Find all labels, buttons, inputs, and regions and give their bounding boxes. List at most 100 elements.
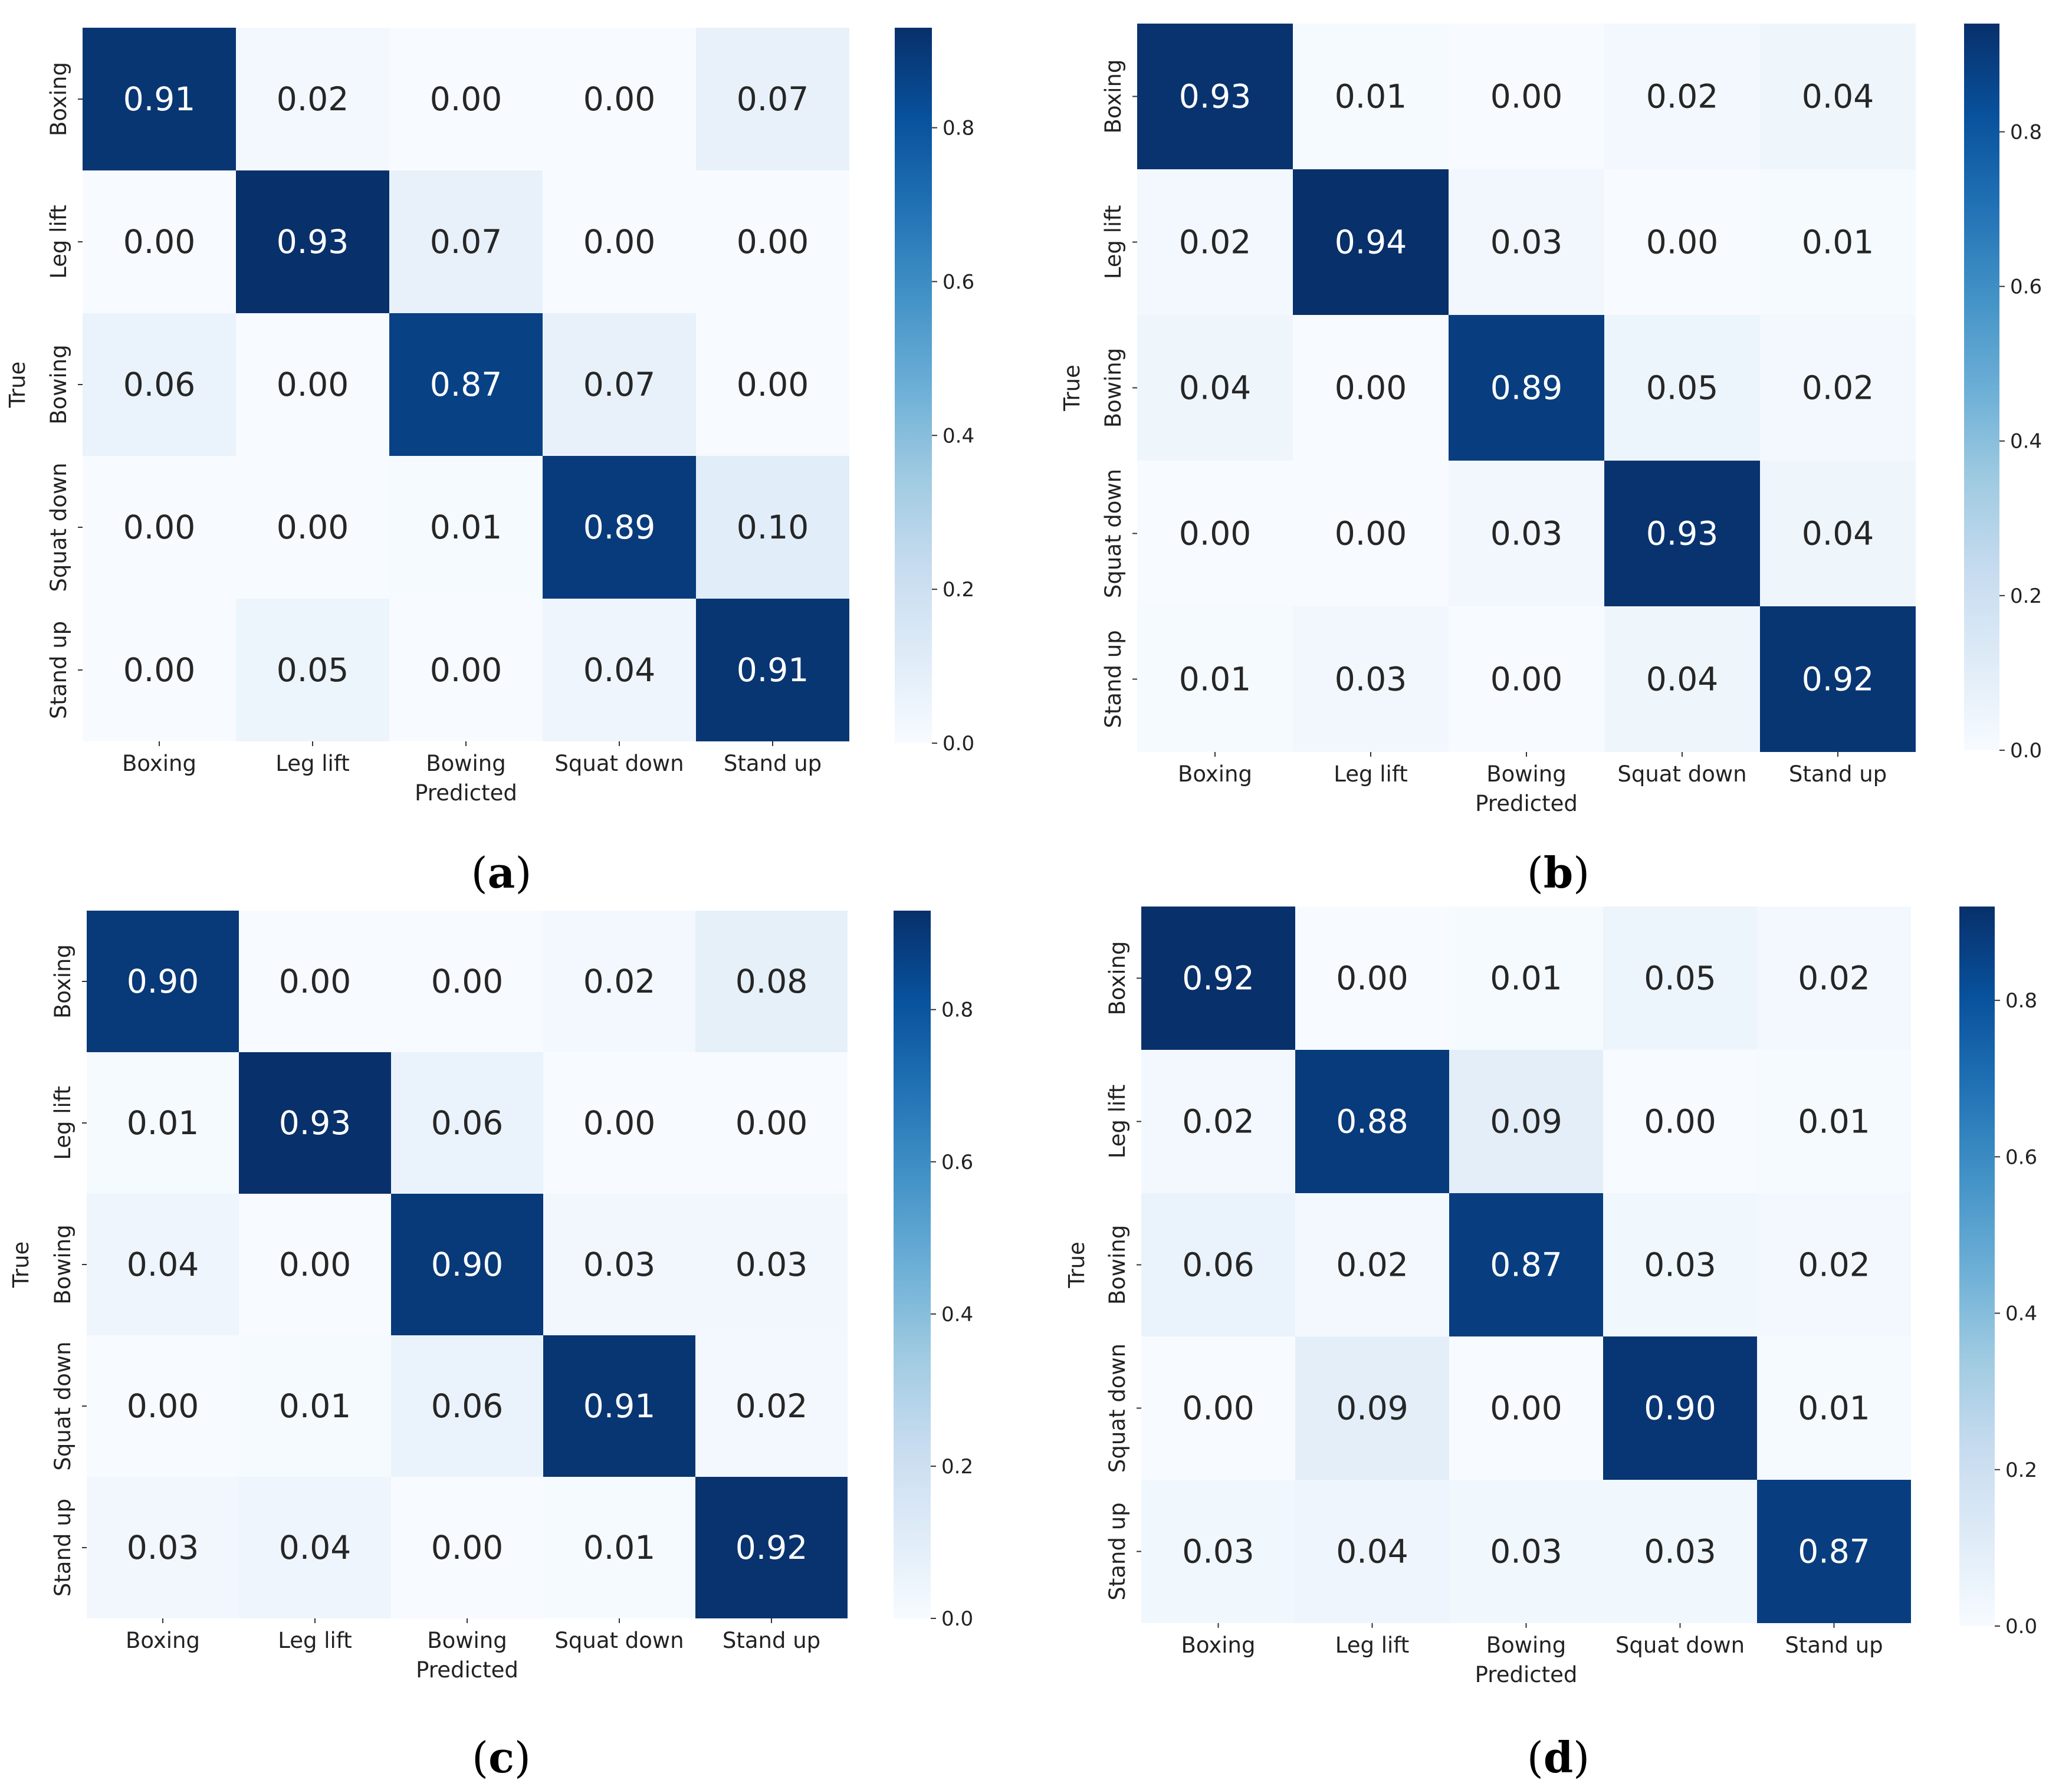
cell-value-label: 0.94: [1335, 224, 1407, 261]
heatmap-cell: [543, 313, 696, 456]
cell-value-label: 0.03: [1490, 515, 1562, 553]
heatmap-cell: [543, 599, 696, 741]
heatmap-cell: [236, 456, 389, 599]
cell-value-label: 0.91: [583, 1387, 655, 1425]
cell-value-label: 0.00: [431, 1529, 503, 1566]
heatmap-cell: [696, 313, 849, 456]
cell-value-label: 0.00: [277, 508, 349, 546]
heatmap-cell: [1603, 1336, 1757, 1480]
y-tick-label: Bowing: [46, 344, 71, 425]
heatmap-cell: [1293, 461, 1449, 606]
heatmap-cell: [1604, 461, 1760, 606]
x-axis-title: Predicted: [415, 780, 517, 806]
heatmap-cell: [87, 1477, 239, 1618]
x-tick-label: Leg lift: [275, 751, 349, 776]
cell-value-label: 0.00: [431, 963, 503, 1000]
heatmap-cell: [83, 456, 236, 599]
heatmap-cell: [1603, 907, 1757, 1050]
heatmap-cell: [543, 1194, 695, 1335]
x-tick-label: Stand up: [724, 751, 822, 776]
cell-value-label: 0.00: [277, 366, 349, 403]
cell-value-label: 0.02: [277, 80, 349, 118]
cell-value-label: 0.01: [430, 508, 502, 546]
heatmap-cell: [1293, 169, 1449, 315]
cell-value-label: 0.03: [1490, 224, 1562, 261]
heatmap-cell: [1449, 315, 1604, 461]
cell-value-label: 0.01: [1179, 661, 1251, 698]
colorbar-tick-label: 0.2: [2005, 1459, 2037, 1482]
heatmap-cell: [1141, 1193, 1295, 1336]
heatmap-cell: [1449, 1336, 1603, 1480]
heatmap-cell: [695, 911, 848, 1052]
heatmap-cell: [1295, 1336, 1449, 1480]
heatmap-cell: [239, 1335, 391, 1477]
colorbar-tick-label: 0.0: [943, 732, 974, 756]
heatmap-cell: [1141, 1050, 1295, 1193]
x-tick-label: Stand up: [1785, 1633, 1883, 1658]
heatmap-cell: [391, 1477, 543, 1618]
cell-value-label: 0.04: [1802, 78, 1874, 116]
heatmap-cell: [389, 599, 543, 741]
heatmap-cell: [1293, 606, 1449, 752]
colorbar-tick-label: 0.0: [2010, 739, 2042, 763]
x-tick-label: Bowing: [426, 751, 506, 776]
cell-value-label: 0.87: [1798, 1533, 1870, 1571]
heatmap-cell: [1760, 169, 1916, 315]
colorbar-tick-label: 0.6: [2010, 275, 2042, 299]
x-tick-label: Stand up: [1789, 761, 1887, 787]
cell-value-label: 0.01: [1798, 1390, 1870, 1427]
cell-value-label: 0.92: [1182, 960, 1254, 997]
cell-value-label: 0.01: [1798, 1103, 1870, 1141]
cell-value-label: 0.00: [123, 508, 195, 546]
cell-value-label: 0.01: [279, 1387, 351, 1425]
heatmap-cell: [236, 28, 389, 170]
cell-value-label: 0.07: [583, 366, 655, 403]
heatmap-cell: [543, 1052, 695, 1194]
cell-value-label: 0.90: [1644, 1390, 1716, 1427]
y-tick-label: Boxing: [1101, 60, 1126, 134]
colorbar-tick-label: 0.6: [943, 270, 974, 294]
y-axis-title: True: [8, 1242, 34, 1289]
cell-value-label: 0.03: [1182, 1533, 1254, 1571]
heatmap-cell: [1141, 1480, 1295, 1623]
cell-value-label: 0.02: [1646, 78, 1718, 116]
x-tick-label: Bowing: [427, 1628, 507, 1653]
cell-value-label: 0.00: [430, 80, 502, 118]
heatmap-cell: [695, 1335, 848, 1477]
heatmap-cell: [1141, 1336, 1295, 1480]
colorbar-tick-label: 0.2: [943, 578, 974, 602]
heatmap-cell: [391, 911, 543, 1052]
heatmap-cell: [1295, 1050, 1449, 1193]
x-tick-label: Squat down: [554, 1628, 684, 1653]
x-tick-label: Boxing: [1178, 761, 1252, 787]
cell-value-label: 0.00: [123, 223, 195, 261]
cell-value-label: 0.93: [279, 1104, 351, 1142]
cell-value-label: 0.02: [1182, 1103, 1254, 1141]
y-tick-label: Leg lift: [50, 1086, 75, 1160]
heatmap-cell: [543, 1477, 695, 1618]
cell-value-label: 0.09: [1336, 1390, 1408, 1427]
cell-value-label: 0.00: [1490, 78, 1562, 116]
cell-value-label: 0.00: [583, 1104, 655, 1142]
cell-value-label: 0.91: [737, 651, 809, 689]
x-tick-label: Boxing: [126, 1628, 200, 1653]
cell-value-label: 0.00: [1335, 515, 1407, 553]
y-axis-title: True: [1064, 1242, 1089, 1289]
colorbar: [895, 28, 932, 743]
heatmap-cell: [236, 170, 389, 313]
x-tick-label: Leg lift: [278, 1628, 352, 1653]
heatmap-cell: [1137, 461, 1293, 606]
heatmap-cell: [239, 1052, 391, 1194]
heatmap-cell: [1295, 1480, 1449, 1623]
x-tick-label: Boxing: [1181, 1633, 1256, 1658]
cell-value-label: 0.03: [127, 1529, 199, 1566]
x-tick-label: Bowing: [1486, 1633, 1567, 1658]
heatmap-cell: [1603, 1050, 1757, 1193]
cell-value-label: 0.04: [1646, 661, 1718, 698]
cell-value-label: 0.06: [431, 1104, 503, 1142]
x-axis-title: Predicted: [1475, 1662, 1578, 1687]
cell-value-label: 0.00: [737, 223, 809, 261]
heatmap-cell: [1603, 1193, 1757, 1336]
heatmap-cell: [1449, 1050, 1603, 1193]
y-tick-label: Squat down: [46, 462, 71, 592]
